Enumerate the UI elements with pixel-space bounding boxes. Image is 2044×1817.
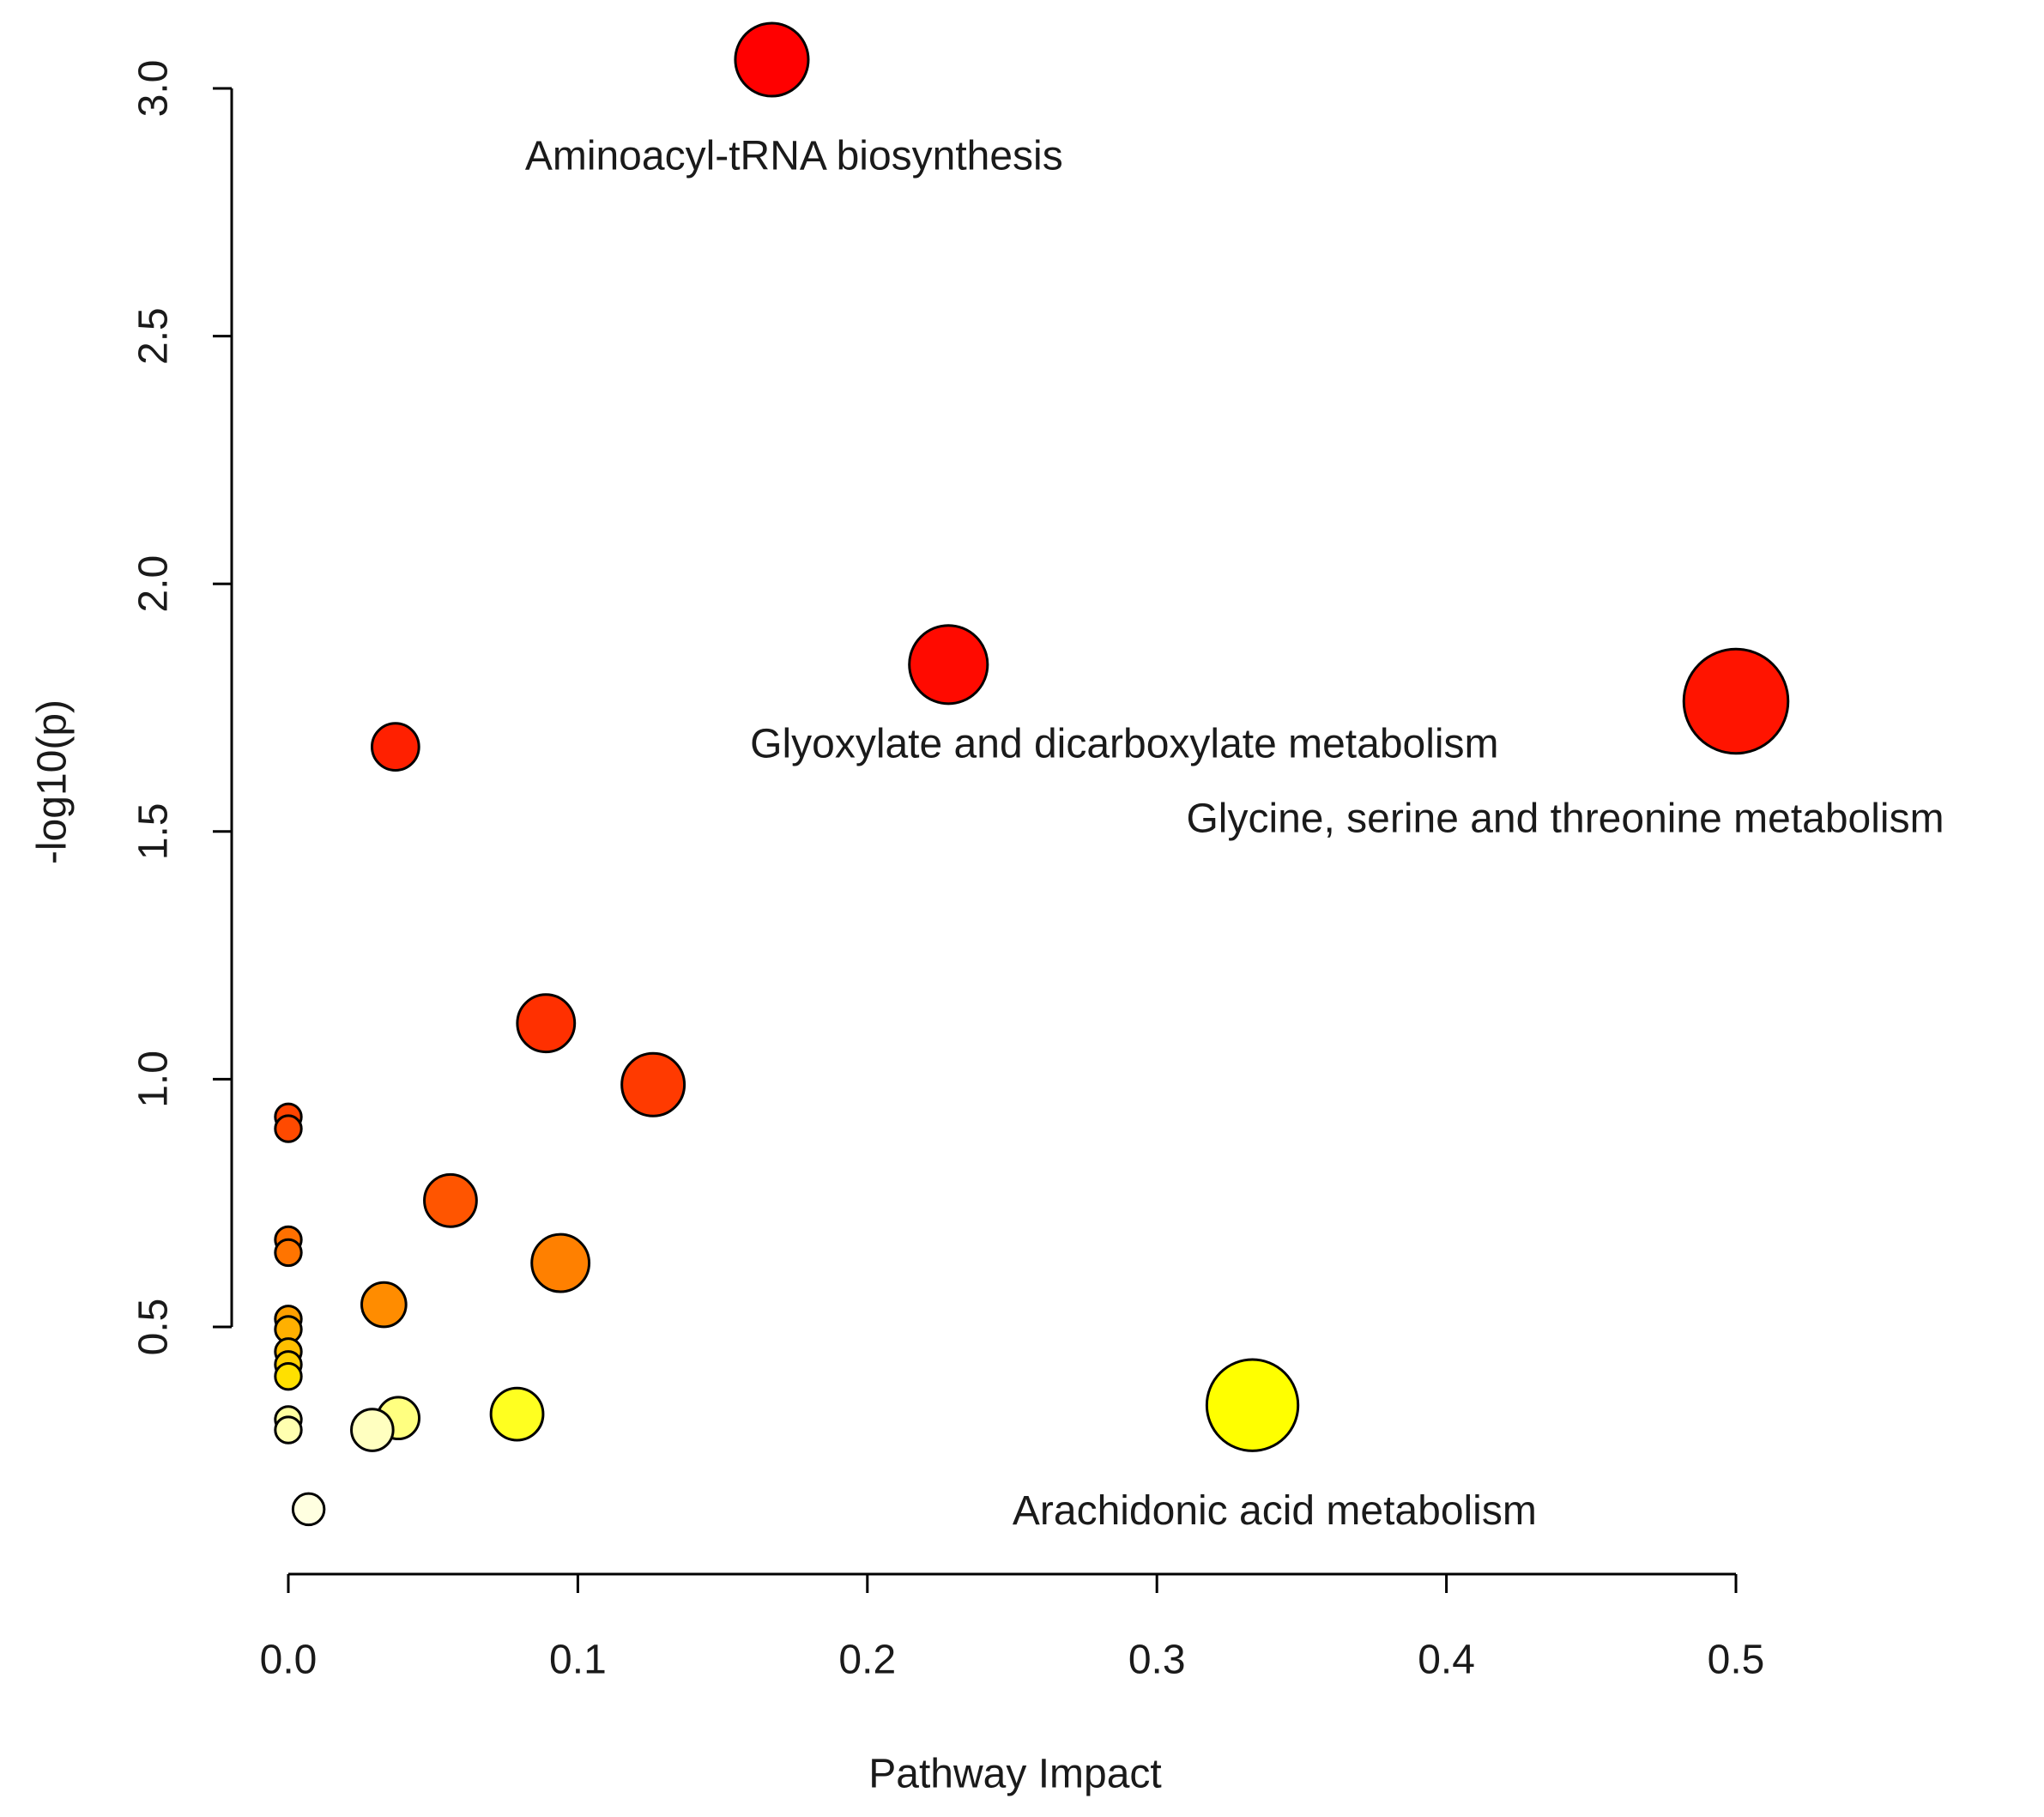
bubble	[1205, 1358, 1300, 1452]
bubble	[516, 993, 577, 1054]
y-tick-label: 2.5	[131, 307, 177, 365]
y-tick-label: 0.5	[131, 1299, 177, 1356]
bubble	[620, 1051, 686, 1117]
bubble	[274, 1114, 303, 1143]
bubble	[274, 1362, 303, 1391]
y-tick-label: 3.0	[131, 60, 177, 118]
bubble	[734, 21, 810, 98]
bubble	[291, 1492, 326, 1527]
bubble	[360, 1281, 408, 1329]
bubble	[274, 1238, 303, 1268]
y-axis-label: -log10(p)	[30, 700, 76, 864]
x-tick-label: 0.0	[260, 1638, 317, 1683]
bubble	[908, 624, 989, 706]
annotation: Arachidonic acid metabolism	[1013, 1488, 1537, 1534]
annotation: Aminoacyl-tRNA biosynthesis	[525, 134, 1063, 179]
x-tick-label: 0.5	[1708, 1638, 1765, 1683]
annotation: Glyoxylate and dicarboxylate metabolism	[750, 722, 1498, 767]
bubble	[530, 1233, 591, 1293]
y-tick-label: 1.5	[131, 803, 177, 860]
annotation: Glycine, serine and threonine metabolism	[1186, 796, 1944, 841]
bubble	[370, 722, 420, 772]
x-tick-label: 0.1	[549, 1638, 607, 1683]
bubble	[274, 1415, 303, 1445]
y-tick-label: 2.0	[131, 555, 177, 613]
x-tick-label: 0.2	[838, 1638, 896, 1683]
bubble	[423, 1172, 478, 1228]
y-tick-label: 1.0	[131, 1051, 177, 1108]
x-tick-label: 0.4	[1418, 1638, 1475, 1683]
bubble	[489, 1386, 545, 1442]
x-axis-label: Pathway Impact	[868, 1752, 1161, 1797]
x-tick-label: 0.3	[1128, 1638, 1186, 1683]
bubble	[350, 1408, 395, 1452]
bubble	[1682, 647, 1790, 755]
